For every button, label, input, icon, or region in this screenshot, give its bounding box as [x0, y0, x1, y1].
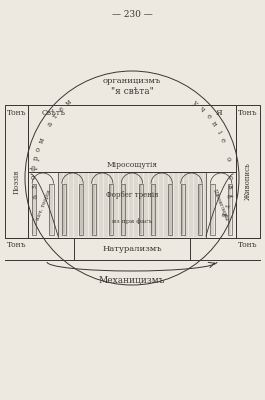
- Text: Тонъ: Тонъ: [7, 241, 26, 249]
- Text: Я: Я: [215, 109, 222, 117]
- Bar: [58, 172, 206, 238]
- Text: а: а: [46, 120, 55, 128]
- Text: — 230 —: — 230 —: [112, 10, 152, 19]
- Text: Механицизмъ: Механицизмъ: [99, 275, 165, 284]
- Bar: [210, 184, 215, 235]
- Text: с: с: [226, 175, 234, 179]
- Text: м: м: [64, 98, 74, 108]
- Bar: [92, 184, 96, 235]
- Text: о: о: [34, 146, 43, 152]
- Text: у: у: [191, 98, 199, 107]
- Bar: [139, 184, 143, 235]
- Text: Шпенглеры: Шпенглеры: [211, 188, 229, 222]
- Text: і: і: [214, 129, 223, 135]
- Text: Міросощутія: Міросощутія: [107, 161, 157, 169]
- Bar: [5, 105, 28, 238]
- Text: нач. теорія: нач. теорія: [36, 189, 52, 221]
- Text: т: т: [51, 112, 60, 120]
- Text: в: в: [226, 184, 234, 189]
- Bar: [151, 184, 155, 235]
- Bar: [62, 184, 66, 235]
- Text: н: н: [209, 120, 218, 128]
- Text: Свѣтъ: Свѣтъ: [42, 109, 66, 117]
- Text: о: о: [224, 156, 232, 161]
- Bar: [121, 184, 125, 235]
- Text: ч: ч: [197, 105, 206, 114]
- Bar: [168, 184, 173, 235]
- Bar: [79, 184, 83, 235]
- Bar: [228, 184, 232, 235]
- Text: "я свѣта": "я свѣта": [111, 87, 153, 96]
- Bar: [32, 184, 36, 235]
- Text: Поэзія: Поэзія: [12, 169, 20, 194]
- Text: з: з: [30, 184, 38, 189]
- Bar: [109, 184, 113, 235]
- Text: о: о: [30, 175, 38, 179]
- Bar: [74, 238, 190, 260]
- Text: из при фасъ: из при фасъ: [112, 219, 152, 224]
- Text: органицизмъ: органицизмъ: [103, 77, 161, 85]
- Text: м: м: [37, 136, 46, 144]
- Text: е: е: [218, 137, 227, 144]
- Bar: [198, 184, 202, 235]
- Text: Натурализмъ: Натурализмъ: [102, 245, 162, 253]
- Text: Живопись: Живопись: [244, 163, 252, 200]
- Text: е: е: [58, 105, 67, 114]
- Text: ѣ: ѣ: [224, 193, 233, 199]
- Text: Тонъ: Тонъ: [238, 109, 258, 117]
- Text: Тонъ: Тонъ: [7, 109, 26, 117]
- Text: а: а: [31, 193, 40, 199]
- Text: Форбег тренія: Форбег тренія: [106, 191, 158, 199]
- Text: т: т: [222, 202, 231, 208]
- Text: ѣ: ѣ: [219, 210, 228, 217]
- Bar: [28, 105, 236, 238]
- Text: е: е: [204, 112, 213, 120]
- Bar: [49, 184, 54, 235]
- Bar: [236, 105, 260, 238]
- Text: р: р: [32, 156, 40, 162]
- Bar: [181, 184, 185, 235]
- Text: Тонъ: Тонъ: [238, 241, 258, 249]
- Text: ф: ф: [30, 165, 39, 171]
